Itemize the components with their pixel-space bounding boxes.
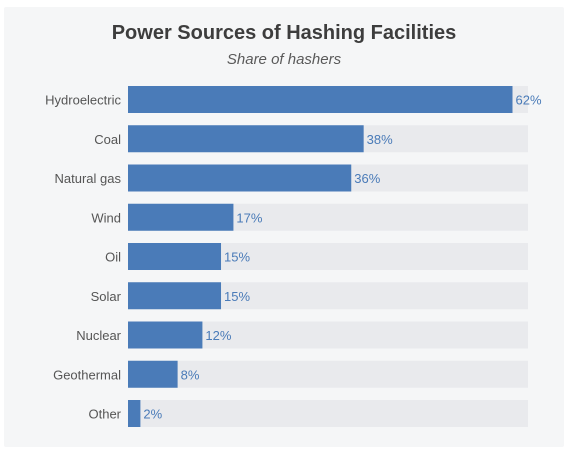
bar-other [128,400,141,427]
bar-track-geothermal [128,360,528,388]
bar-hydroelectric [128,86,513,113]
category-label-oil: Oil [105,250,121,265]
category-label-coal: Coal [94,132,121,147]
value-label-wind: 17% [236,210,262,225]
value-label-solar: 15% [224,289,250,304]
category-label-nuclear: Nuclear [76,328,121,343]
bar-solar [128,282,222,310]
category-label-solar: Solar [91,289,122,304]
chart-title: Power Sources of Hashing Facilities [111,22,457,44]
value-label-oil: 15% [224,250,250,265]
value-label-natural-gas: 36% [354,171,380,186]
category-label-wind: Wind [91,210,121,225]
bar-coal [128,125,364,153]
bar-oil [128,243,222,270]
category-label-natural-gas: Natural gas [55,171,122,186]
category-label-other: Other [88,407,121,422]
value-label-coal: 38% [367,132,393,147]
value-label-other: 2% [143,407,162,422]
bar-natural-gas [128,164,352,192]
value-label-hydroelectric: 62% [515,93,541,108]
value-label-geothermal: 8% [181,367,200,382]
category-label-geothermal: Geothermal [53,367,121,382]
bar-nuclear [128,321,203,349]
bar-geothermal [128,360,178,388]
chart-subtitle: Share of hashers [226,51,342,68]
bar-track-other [128,400,528,427]
category-label-hydroelectric: Hydroelectric [45,93,121,108]
value-label-nuclear: 12% [205,328,231,343]
bar-wind [128,203,234,231]
